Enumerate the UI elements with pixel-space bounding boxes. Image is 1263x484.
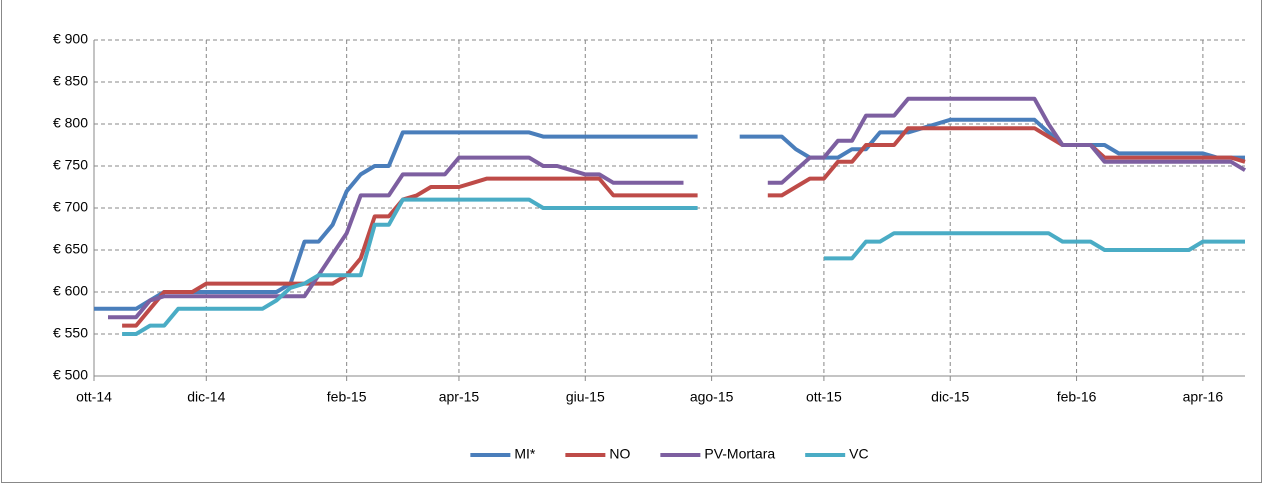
y-tick-label: € 600 <box>53 283 88 299</box>
y-tick-label: € 700 <box>53 199 88 215</box>
series-line <box>108 96 1247 320</box>
legend-label: VC <box>849 446 868 462</box>
x-tick-label: ago-15 <box>690 389 734 405</box>
legend-label: MI* <box>514 446 536 462</box>
y-tick-label: € 650 <box>53 241 88 257</box>
x-tick-label: apr-15 <box>439 389 480 405</box>
y-tick-label: € 800 <box>53 115 88 131</box>
y-tick-label: € 850 <box>53 73 88 89</box>
x-tick-label: ott-14 <box>76 389 112 405</box>
x-tick-label: dic-14 <box>187 389 225 405</box>
x-tick-label: feb-15 <box>327 389 367 405</box>
series-line <box>122 126 1246 328</box>
y-tick-label: € 750 <box>53 157 88 173</box>
y-tick-label: € 550 <box>53 325 88 341</box>
x-tick-label: giu-15 <box>566 389 605 405</box>
x-tick-label: dic-15 <box>931 389 969 405</box>
x-tick-label: apr-16 <box>1183 389 1224 405</box>
x-tick-label: feb-16 <box>1057 389 1097 405</box>
y-tick-label: € 900 <box>53 31 88 47</box>
legend-label: NO <box>609 446 630 462</box>
series-line <box>122 197 1245 336</box>
x-tick-label: ott-15 <box>806 389 842 405</box>
legend-label: PV-Mortara <box>704 446 775 462</box>
y-tick-label: € 500 <box>53 367 88 383</box>
